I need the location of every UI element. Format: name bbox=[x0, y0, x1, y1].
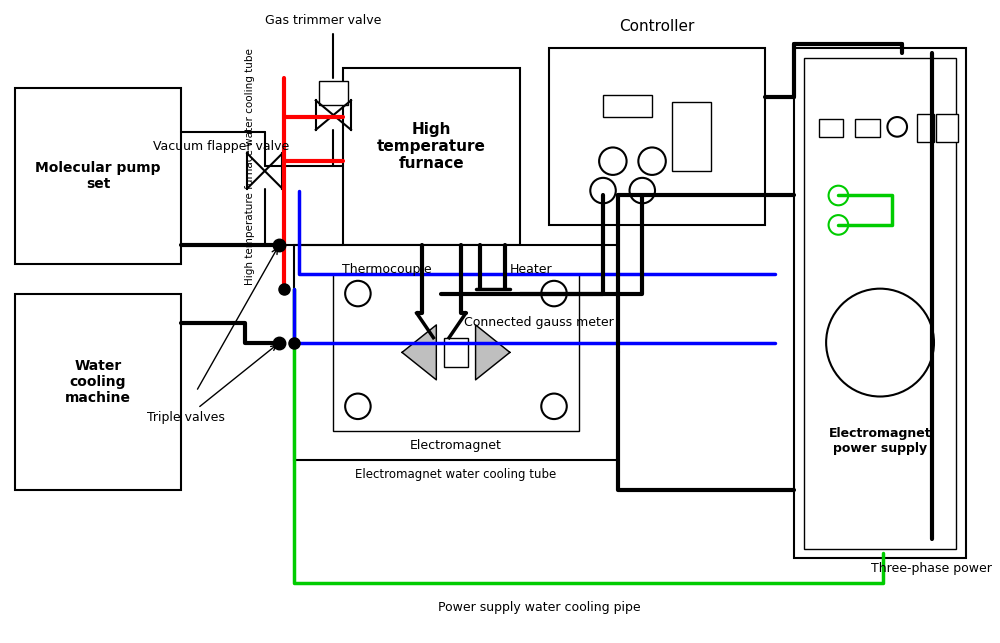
Polygon shape bbox=[402, 325, 436, 380]
Text: Thermocouple: Thermocouple bbox=[342, 262, 431, 276]
Bar bbox=[549, 48, 765, 225]
Text: Controller: Controller bbox=[619, 19, 695, 33]
Text: Heater: Heater bbox=[510, 262, 553, 276]
Bar bbox=[794, 48, 966, 558]
Text: Power supply water cooling pipe: Power supply water cooling pipe bbox=[438, 601, 641, 614]
Bar bbox=[15, 294, 181, 490]
Text: Electromagnet: Electromagnet bbox=[410, 439, 502, 452]
Text: Gas trimmer valve: Gas trimmer valve bbox=[265, 14, 382, 28]
Bar bbox=[855, 119, 880, 137]
Text: High
temperature
furnace: High temperature furnace bbox=[377, 122, 486, 172]
Bar bbox=[333, 274, 579, 431]
Bar bbox=[804, 59, 956, 548]
Bar bbox=[917, 114, 934, 141]
Bar bbox=[672, 102, 711, 171]
Bar bbox=[444, 338, 468, 367]
Text: Water
cooling
machine: Water cooling machine bbox=[65, 359, 131, 405]
Bar bbox=[603, 95, 652, 117]
Bar bbox=[294, 244, 618, 460]
Text: High temperature furnace water cooling tube: High temperature furnace water cooling t… bbox=[245, 48, 255, 284]
Bar bbox=[343, 68, 520, 244]
Text: Triple valves: Triple valves bbox=[147, 345, 276, 424]
Bar bbox=[319, 81, 348, 105]
Text: Vacuum flapper valve: Vacuum flapper valve bbox=[153, 140, 289, 153]
Text: Electromagnet water cooling tube: Electromagnet water cooling tube bbox=[355, 469, 557, 482]
Text: Three-phase power: Three-phase power bbox=[871, 561, 992, 575]
Text: Electromagnet
power supply: Electromagnet power supply bbox=[829, 427, 931, 455]
Bar bbox=[819, 119, 843, 137]
Bar bbox=[15, 87, 181, 264]
Text: Connected gauss meter: Connected gauss meter bbox=[464, 316, 614, 329]
Bar bbox=[936, 114, 958, 141]
Polygon shape bbox=[476, 325, 510, 380]
Text: Molecular pump
set: Molecular pump set bbox=[35, 161, 161, 191]
